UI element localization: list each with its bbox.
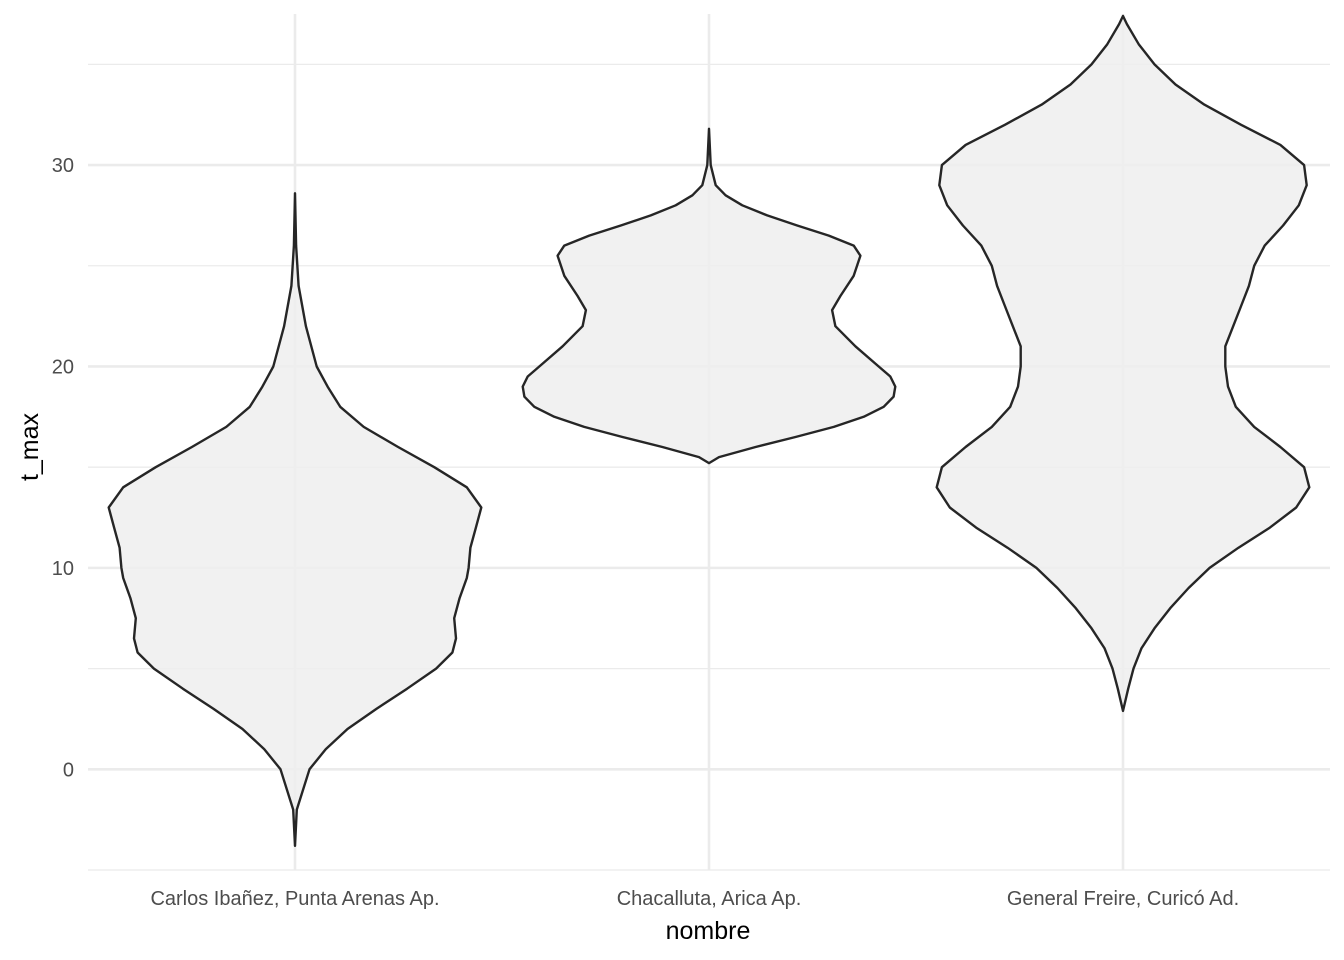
y-tick-label: 0 <box>63 759 74 781</box>
y-tick-label: 20 <box>52 356 74 378</box>
y-tick-label: 10 <box>52 558 74 580</box>
x-tick-label: Chacalluta, Arica Ap. <box>617 888 802 910</box>
violin-2 <box>521 127 897 465</box>
violins-layer <box>107 14 1311 847</box>
x-tick-label: General Freire, Curicó Ad. <box>1007 888 1239 910</box>
x-tick-label: Carlos Ibañez, Punta Arenas Ap. <box>150 888 439 910</box>
y-tick-label: 30 <box>52 155 74 177</box>
x-axis-tick-labels: Carlos Ibañez, Punta Arenas Ap. Chacallut… <box>150 888 1239 910</box>
x-axis-title: nombre <box>666 917 751 945</box>
y-axis-title: t_max <box>16 412 44 481</box>
violin-1 <box>107 192 483 847</box>
violin-3 <box>935 14 1311 713</box>
y-axis-tick-labels: 0 10 20 30 <box>52 155 74 781</box>
